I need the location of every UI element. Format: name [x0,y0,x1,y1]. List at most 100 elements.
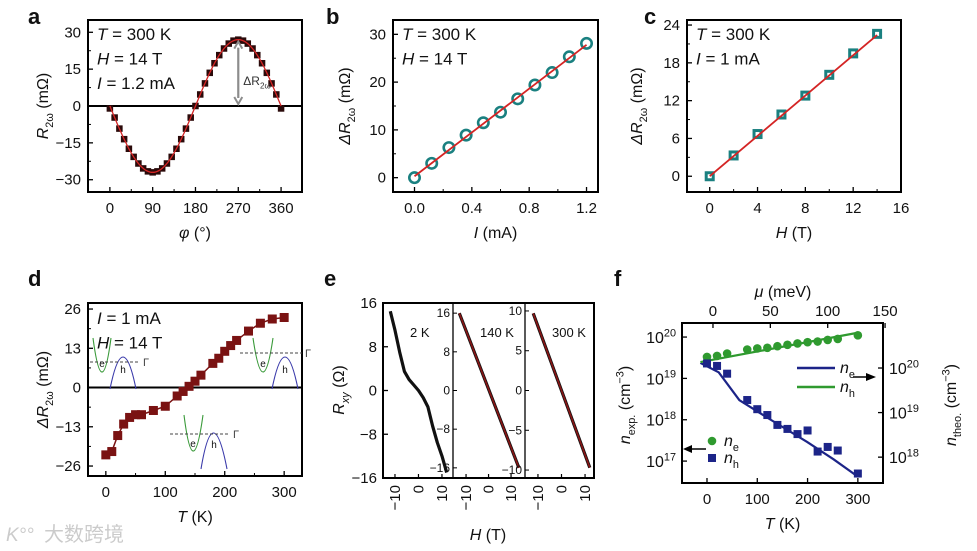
data-point [823,335,832,345]
right-y-axis-label-part: ) [943,364,960,369]
y-axis-label-part: 2ω [346,107,358,122]
y-tick-label: 10 [369,122,386,139]
annotation-part: = 14 T [109,50,162,69]
fit-line [413,44,588,177]
data-point [408,171,422,185]
legend-label: ne [840,360,855,381]
top-x-tick-label: 150 [873,303,898,320]
data-point [442,141,456,155]
data-series [531,312,592,469]
annotation: H = 14 T [402,50,467,69]
legend-label: nh [840,379,855,400]
data-point [833,334,843,344]
data-point [783,340,792,350]
x-tick-label: 100 [745,491,770,508]
x-tick-label: 0 [706,200,714,217]
x-axis-label-part: φ [179,225,189,242]
data-point [172,391,182,401]
data-point [148,405,158,415]
x-axis-label-part: H [776,225,788,242]
y-axis-label-part: 2ω [44,113,56,128]
x-axis-label-part: (°) [189,225,211,242]
x-tick-label: −10 [387,485,404,510]
right-y-tick-label-part: 18 [907,447,919,459]
annotation: H = 14 T [97,50,162,69]
legend-label-part: h [733,459,739,471]
electron-label: e [260,359,266,370]
data-series [457,312,521,469]
data-point [459,128,473,142]
y-tick-label: −5 [508,423,522,437]
data-point [255,318,265,328]
x-tick-label: 0.4 [461,200,482,217]
data-point [773,420,782,429]
data-point [803,337,812,347]
y-tick-label: 13 [64,340,81,357]
electron-band [92,337,112,373]
gamma-label: Γ [233,429,239,441]
gamma-label: Γ [305,348,311,360]
data-point [580,36,594,50]
data-series [702,331,863,362]
y-tick-label: −15 [56,135,81,152]
data-point [190,376,200,386]
data-point [742,345,752,354]
y-tick-label: 8 [443,345,450,359]
x-tick-label: −10 [530,485,547,510]
y-tick-label: −26 [56,458,81,475]
y-axis-label-part: (mΩ) [337,67,354,107]
annotation-part: I [696,50,701,69]
plot-frame [681,322,884,484]
data-point [184,381,194,391]
x-tick-label: 10 [577,485,594,502]
data-point [702,352,712,362]
x-tick-label: 8 [801,200,809,217]
electron-band [252,337,274,373]
y-tick-label: −8 [436,422,450,436]
data-point [208,358,218,368]
data-point [793,430,802,439]
fit-line [709,34,878,177]
data-point [793,339,802,348]
y-tick-label: −8 [360,426,377,443]
data-series [101,312,289,460]
electron-label: e [190,439,196,450]
annotation-part: I [97,309,102,328]
data-point [160,401,170,411]
electron-band [183,414,204,452]
y-axis-label: ΔR2ω (mΩ) [629,67,650,145]
data-point [107,447,117,457]
data-point [763,343,772,353]
y-tick-label: 30 [64,24,81,41]
legend-label-part: e [849,369,855,381]
x-axis-label-part: (mA) [478,225,517,242]
watermark-text: 大数跨境 [44,522,124,546]
y-tick-label-part: 18 [664,410,676,422]
y-tick-label: −16 [430,461,451,475]
y-tick-label: 10 [509,304,523,318]
legend-label: ne [724,433,739,454]
x-tick-label: 0 [102,484,110,501]
y-tick-label: 0 [378,170,386,187]
data-point [494,105,508,119]
x-tick-label: 300 [845,491,870,508]
y-tick-label: 15 [64,61,81,78]
annotation-part: = 300 K [706,25,770,44]
right-y-axis-label-part: theo. [952,413,964,437]
hole-band [200,432,228,470]
annotation-part: T [696,25,708,44]
x-tick-label: 0 [554,485,571,493]
y-axis-label: Rxy (Ω) [331,365,352,415]
data-point [528,78,542,92]
band-diagram-inset [90,337,140,390]
data-series [702,359,862,478]
x-axis-label-part: T [177,509,188,526]
data-point [232,335,242,345]
annotation: T = 300 K [402,25,477,44]
x-axis-label: φ (°) [179,225,211,242]
fit-line [532,313,591,468]
y-tick-label: 1017 [646,451,676,471]
annotation: T = 300 K [97,25,172,44]
x-axis-label-part: (T) [787,225,812,242]
